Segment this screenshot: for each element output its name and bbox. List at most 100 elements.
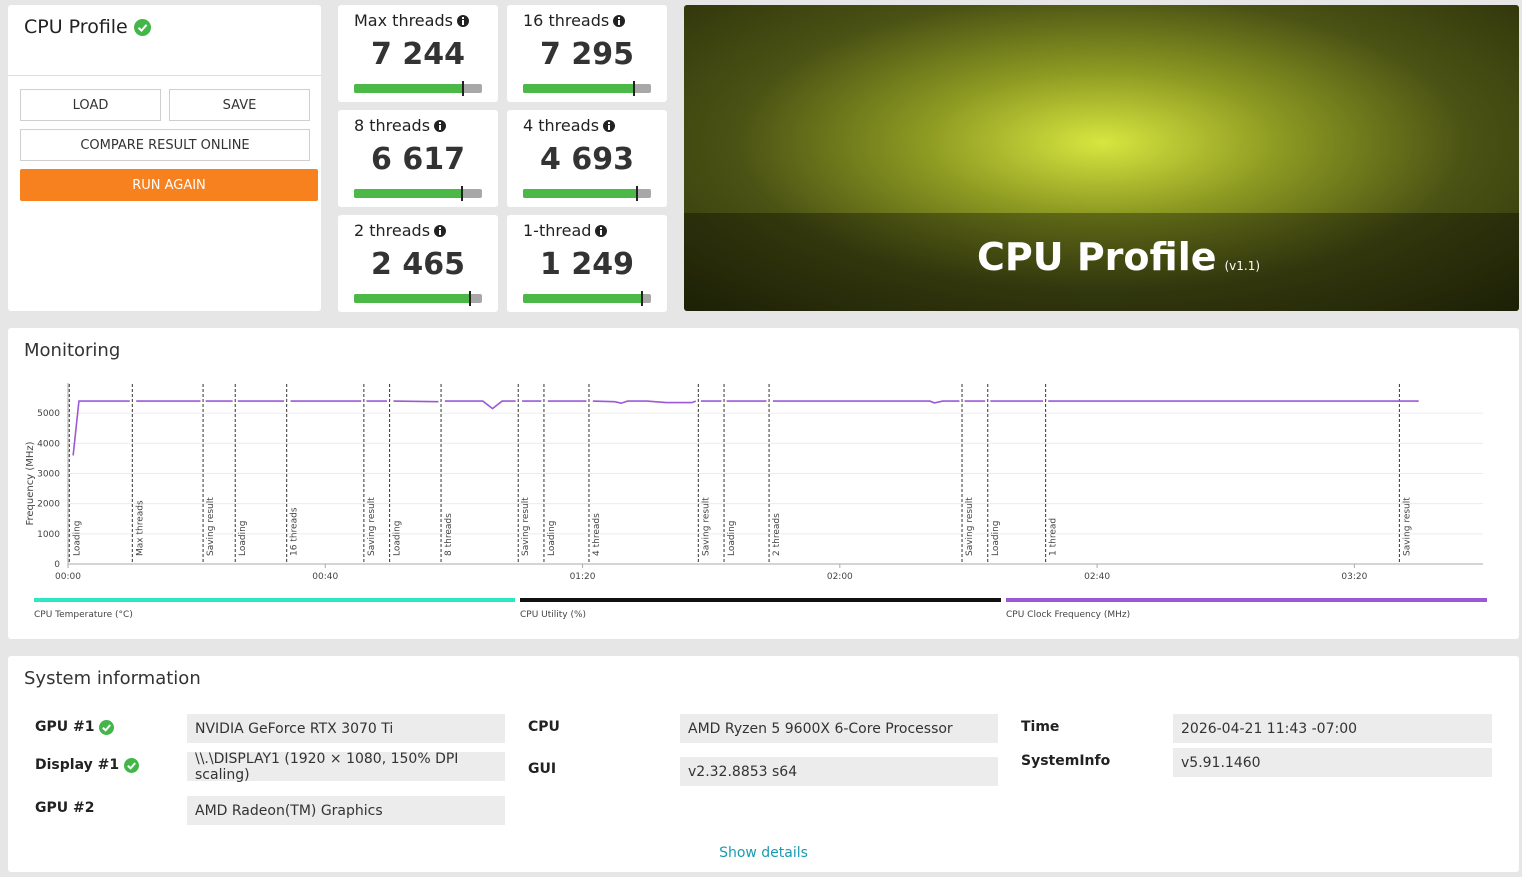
event-label: 4 threads: [592, 513, 602, 556]
info-icon: [434, 224, 447, 237]
info-icon: [613, 14, 626, 27]
info-value: NVIDIA GeForce RTX 3070 Ti: [187, 714, 505, 743]
gauge-fill: [523, 189, 637, 198]
gauge-marker: [641, 291, 644, 306]
check-circle: [124, 757, 140, 773]
info-label-row: Time: [1021, 719, 1059, 735]
score-tile: 4 threads 4 693: [507, 110, 667, 207]
event-label: 16 threads: [290, 507, 300, 556]
gauge-marker: [460, 186, 463, 201]
system-info-panel: System information GPU #1 NVIDIA GeForce …: [8, 656, 1519, 872]
y-axis-label: Frequency (MHz): [25, 441, 36, 525]
check-mark: [102, 723, 112, 732]
info-label-row: GPU #2: [35, 800, 94, 816]
info-value: 2026-04-21 11:43 -07:00: [1173, 714, 1492, 743]
info-label: Time: [1021, 719, 1060, 735]
gauge: [523, 186, 651, 201]
banner-version: (v1.1): [1224, 259, 1261, 273]
tile-label-row: 2 threads: [354, 221, 447, 240]
event-label: Loading: [393, 520, 403, 556]
info-value: v2.32.8853 s64: [680, 757, 998, 786]
legend-label: CPU Utility (%): [520, 610, 586, 620]
header-panel: CPU Profile LOAD SAVE COMPARE RESULT ONL…: [8, 5, 321, 311]
tile-label: Max threads: [354, 11, 453, 30]
event-label: Saving result: [701, 497, 711, 556]
gauge-fill: [354, 84, 463, 93]
event-label: Loading: [72, 520, 82, 556]
info-label-row: Display #1: [35, 757, 140, 773]
info-label-row: GPU #1: [35, 719, 115, 735]
show-details-link[interactable]: Show details: [719, 845, 808, 861]
x-tick-label: 02:40: [1084, 572, 1110, 582]
event-label: 8 threads: [444, 513, 454, 556]
legend-swatch: [1006, 598, 1487, 602]
gauge-fill: [354, 294, 471, 303]
tile-score: 6 617: [371, 142, 465, 177]
tile-label-row: 1-thread: [523, 221, 608, 240]
score-tile: Max threads 7 244: [338, 5, 498, 102]
y-tick-label: 3000: [37, 470, 60, 480]
check-mark: [127, 761, 137, 770]
system-info-title: System information: [24, 668, 201, 689]
event-label: Max threads: [135, 500, 145, 556]
gauge-fill: [523, 84, 635, 93]
gauge: [354, 81, 482, 96]
title-row: CPU Profile: [24, 16, 151, 38]
banner-band: [684, 213, 1519, 311]
info-label: GPU #2: [35, 800, 95, 816]
info-value: \\.\DISPLAY1 (1920 × 1080, 150% DPI scal…: [187, 751, 505, 783]
event-label: Loading: [727, 520, 737, 556]
banner: CPU Profile (v1.1): [684, 5, 1519, 311]
y-tick-label: 2000: [37, 500, 60, 510]
tile-label-row: Max threads: [354, 11, 469, 30]
tile-score: 4 693: [540, 142, 634, 177]
tile-label-row: 4 threads: [523, 116, 616, 135]
tile-score: 7 244: [371, 37, 465, 72]
gauge: [354, 291, 482, 306]
tile-label-row: 8 threads: [354, 116, 447, 135]
event-label: Loading: [547, 520, 557, 556]
x-tick-label: 00:00: [55, 572, 81, 582]
check-icon: [124, 757, 140, 773]
event-label: Saving result: [367, 497, 377, 556]
x-tick-label: 01:20: [570, 572, 596, 582]
gauge-marker: [461, 81, 464, 96]
legend-label: CPU Clock Frequency (MHz): [1006, 610, 1130, 620]
info-label: GPU #1: [35, 719, 95, 735]
compare-button[interactable]: COMPARE RESULT ONLINE: [20, 129, 310, 161]
tile-score: 1 249: [540, 247, 634, 282]
score-tile: 8 threads 6 617: [338, 110, 498, 207]
info-label: CPU: [528, 719, 560, 735]
y-tick-label: 4000: [37, 439, 60, 449]
legend-swatch: [34, 598, 515, 602]
event-label: Loading: [991, 520, 1001, 556]
event-label: Saving result: [521, 497, 531, 556]
event-label: Saving result: [1402, 497, 1412, 556]
header-title: CPU Profile: [24, 16, 128, 38]
monitoring-panel: Monitoring 0 1000 2000 3000 4000 5000 00:00 00:…: [8, 328, 1519, 639]
score-tile: 1-thread 1 249: [507, 215, 667, 312]
tile-label: 4 threads: [523, 116, 600, 135]
x-tick-label: 00:40: [312, 572, 338, 582]
gauge-fill: [354, 189, 462, 198]
load-button[interactable]: LOAD: [20, 89, 161, 121]
frequency-line: [72, 400, 1419, 456]
info-value: AMD Radeon(TM) Graphics: [187, 796, 505, 825]
tile-label: 16 threads: [523, 11, 610, 30]
info-label: GUI: [528, 761, 557, 777]
run-again-button[interactable]: RUN AGAIN: [20, 169, 318, 201]
x-tick-label: 03:20: [1341, 572, 1367, 582]
save-button[interactable]: SAVE: [169, 89, 310, 121]
info-value: v5.91.1460: [1173, 748, 1492, 777]
info-icon: [456, 14, 469, 27]
gauge: [523, 291, 651, 306]
info-icon: [595, 224, 608, 237]
tile-score: 2 465: [371, 247, 465, 282]
tile-label-row: 16 threads: [523, 11, 626, 30]
y-tick-label: 1000: [37, 530, 60, 540]
info-value: AMD Ryzen 5 9600X 6-Core Processor: [680, 714, 998, 743]
banner-title-row: CPU Profile (v1.1): [977, 235, 1260, 279]
event-label: Saving result: [965, 497, 975, 556]
info-label-row: GUI: [528, 761, 556, 777]
